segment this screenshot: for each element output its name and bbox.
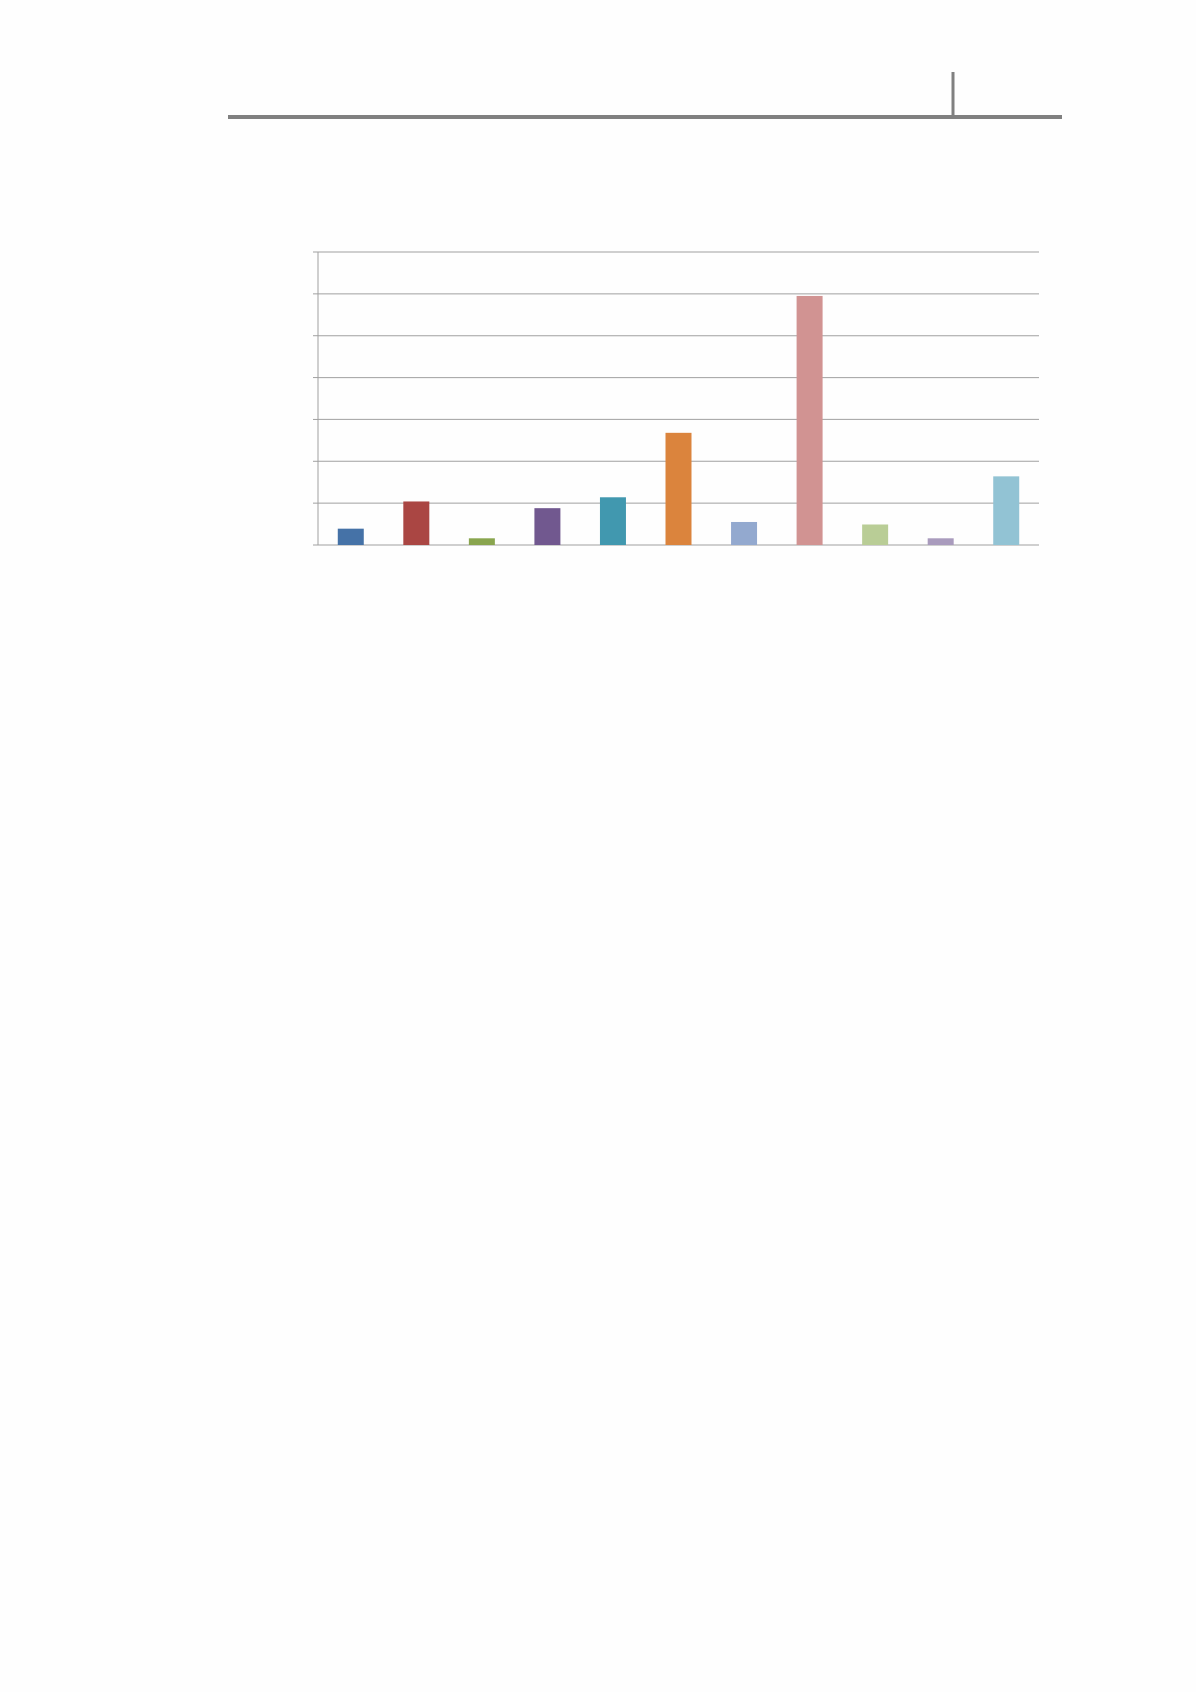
- bar: [796, 295, 823, 545]
- bar: [993, 476, 1020, 545]
- bar: [534, 508, 561, 545]
- bar: [403, 501, 430, 545]
- bar: [665, 432, 692, 545]
- bar: [731, 521, 758, 545]
- bar: [862, 524, 889, 545]
- bar: [927, 538, 954, 545]
- chart: [313, 251, 1039, 546]
- bar: [599, 497, 626, 545]
- bar: [468, 538, 495, 545]
- bar: [337, 528, 364, 545]
